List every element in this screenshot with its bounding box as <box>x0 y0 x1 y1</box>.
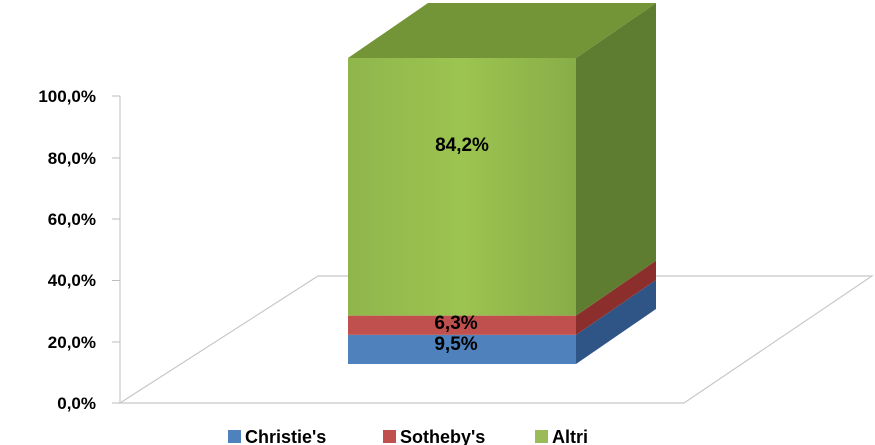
data-label-christies: 9,5% <box>434 334 477 355</box>
y-tick-label-3: 60,0% <box>48 210 96 229</box>
legend-label-altri: Altri <box>552 427 588 445</box>
bar-segment-sothebys <box>348 260 656 335</box>
legend-swatch-altri <box>535 430 548 443</box>
y-tick-label-1: 20,0% <box>48 333 96 352</box>
bar-altri-side <box>576 3 656 316</box>
y-axis: 0,0% 20,0% 40,0% 60,0% 80,0% 100,0% <box>38 87 120 413</box>
legend-swatch-christies <box>228 430 241 443</box>
data-label-altri: 84,2% <box>435 135 489 156</box>
bar-segment-altri <box>348 3 656 316</box>
data-label-sothebys: 6,3% <box>434 313 477 334</box>
y-tick-label-0: 0,0% <box>57 394 96 413</box>
bar-christies-side <box>576 279 656 364</box>
legend-label-christies: Christie's <box>245 427 326 445</box>
bar-altri-front <box>348 58 576 316</box>
bar-altri-top <box>348 3 656 58</box>
y-tick-label-2: 40,0% <box>48 271 96 290</box>
bar-sothebys-front <box>348 315 576 335</box>
legend-swatch-sothebys <box>383 430 396 443</box>
bar-stack <box>348 3 656 364</box>
bar-sothebys-side <box>576 260 656 335</box>
legend: Christie's Sotheby's Altri <box>228 427 588 445</box>
y-tick-label-4: 80,0% <box>48 149 96 168</box>
bar-segment-christies <box>348 279 656 364</box>
legend-label-sothebys: Sotheby's <box>400 427 485 445</box>
bar-christies-front <box>348 334 576 364</box>
y-tick-label-5: 100,0% <box>38 87 96 106</box>
